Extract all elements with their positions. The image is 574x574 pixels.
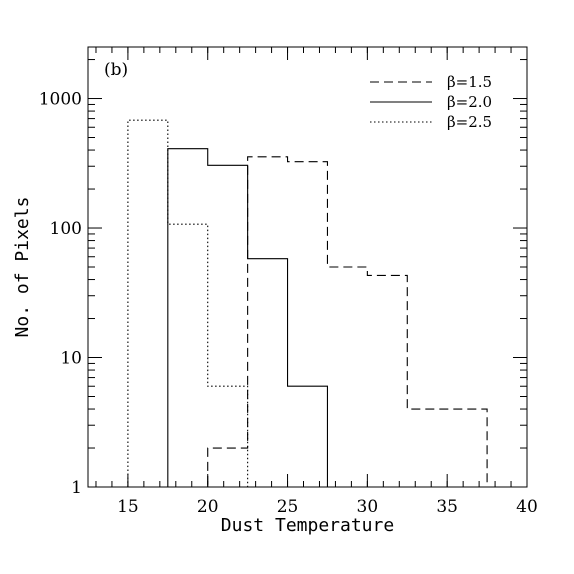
x-tick-label: 30 <box>357 497 379 517</box>
y-tick-label: 10 <box>60 349 82 369</box>
x-tick-label: 40 <box>516 497 538 517</box>
legend-label-2: β=2.0 <box>447 93 492 111</box>
series-lines <box>127 119 488 488</box>
y-tick-labels: 1 10 100 1000 <box>39 90 82 498</box>
x-tick-label: 15 <box>117 497 139 517</box>
x-tick-label: 25 <box>277 497 299 517</box>
legend: β=1.5 β=2.0 β=2.5 <box>370 73 492 131</box>
y-axis-title: No. of Pixels <box>12 197 33 338</box>
y-tick-label: 100 <box>50 219 82 239</box>
x-tick-label: 20 <box>197 497 219 517</box>
x-tick-label: 35 <box>436 497 458 517</box>
series-line-2 <box>167 148 329 487</box>
x-tick-labels: 15 20 25 30 35 40 <box>117 497 538 517</box>
y-tick-label: 1000 <box>39 90 82 110</box>
panel-label: (b) <box>104 60 128 80</box>
y-tick-label: 1 <box>71 478 82 498</box>
x-axis-title: Dust Temperature <box>221 515 394 536</box>
legend-label-3: β=2.5 <box>447 113 492 131</box>
minor-ticks <box>88 47 528 487</box>
series-line-1 <box>167 156 488 488</box>
legend-label-1: β=1.5 <box>447 73 492 91</box>
series-line-3 <box>127 119 249 487</box>
